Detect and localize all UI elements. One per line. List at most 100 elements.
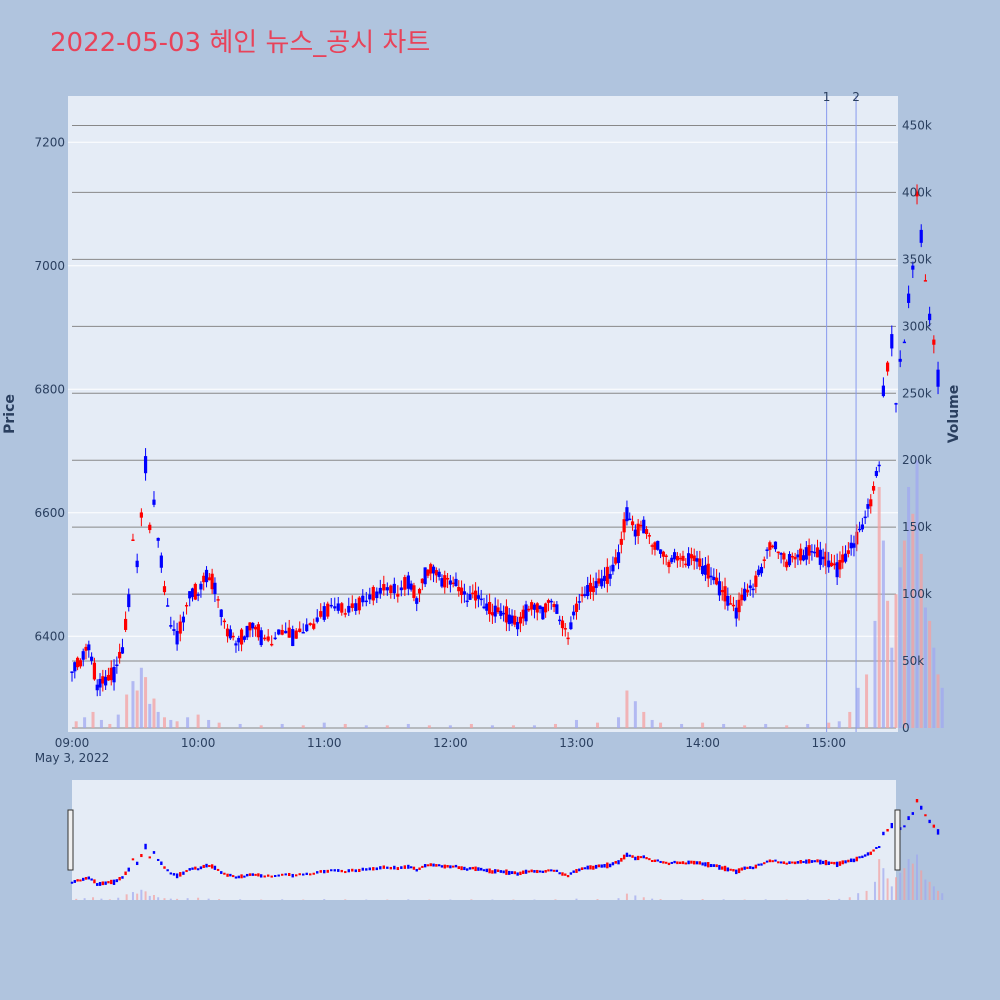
- candle-body[interactable]: [270, 643, 274, 646]
- candle-body[interactable]: [502, 612, 506, 615]
- candle-body[interactable]: [196, 594, 200, 596]
- candle-body[interactable]: [672, 552, 677, 560]
- candle-body[interactable]: [127, 594, 131, 608]
- candle-body[interactable]: [73, 662, 77, 672]
- candle-body[interactable]: [860, 524, 864, 530]
- volume-bar[interactable]: [448, 725, 452, 728]
- candle-body[interactable]: [650, 545, 654, 547]
- candle-body[interactable]: [343, 613, 347, 615]
- candle-body[interactable]: [403, 577, 407, 590]
- candle-body[interactable]: [829, 562, 834, 567]
- candle-body[interactable]: [686, 553, 691, 566]
- candle-body[interactable]: [426, 569, 430, 576]
- candle-body[interactable]: [98, 678, 102, 688]
- volume-bar[interactable]: [923, 607, 927, 728]
- volume-bar[interactable]: [532, 725, 536, 728]
- candle-body[interactable]: [284, 630, 288, 634]
- candle-body[interactable]: [81, 651, 85, 660]
- candle-body[interactable]: [799, 548, 803, 561]
- volume-bar[interactable]: [301, 725, 305, 728]
- candle-body[interactable]: [382, 584, 386, 591]
- candle-body[interactable]: [298, 628, 302, 633]
- volume-bar[interactable]: [898, 567, 902, 728]
- candle-body[interactable]: [717, 581, 722, 596]
- candle-body[interactable]: [703, 565, 708, 575]
- candle-body[interactable]: [928, 313, 932, 321]
- candle-body[interactable]: [378, 587, 382, 594]
- candle-body[interactable]: [225, 628, 230, 637]
- volume-bar[interactable]: [343, 723, 347, 728]
- candle-body[interactable]: [488, 602, 492, 615]
- candle-body[interactable]: [815, 547, 820, 558]
- candle-body[interactable]: [538, 605, 542, 610]
- candle-body[interactable]: [524, 604, 528, 622]
- volume-bar[interactable]: [169, 719, 173, 728]
- candle-body[interactable]: [684, 563, 688, 566]
- candle-body[interactable]: [923, 280, 928, 282]
- volume-bar[interactable]: [940, 687, 944, 728]
- candle-body[interactable]: [415, 598, 419, 604]
- candle-body[interactable]: [751, 588, 755, 591]
- volume-bar[interactable]: [919, 553, 923, 728]
- volume-bar[interactable]: [152, 698, 156, 728]
- candle-body[interactable]: [385, 587, 389, 591]
- volume-bar[interactable]: [108, 723, 112, 728]
- candle-body[interactable]: [87, 644, 91, 651]
- volume-bar[interactable]: [125, 694, 129, 728]
- volume-bar[interactable]: [722, 723, 726, 728]
- volume-bar[interactable]: [91, 711, 95, 728]
- candle-body[interactable]: [729, 603, 733, 605]
- candle-body[interactable]: [661, 551, 665, 557]
- candle-body[interactable]: [608, 573, 612, 579]
- volume-bar[interactable]: [259, 725, 263, 728]
- candle-body[interactable]: [213, 582, 217, 595]
- candle-body[interactable]: [776, 551, 780, 554]
- candle-body[interactable]: [301, 631, 305, 634]
- candle-body[interactable]: [841, 554, 845, 563]
- candle-body[interactable]: [558, 619, 562, 622]
- candle-body[interactable]: [530, 602, 534, 610]
- candle-body[interactable]: [312, 623, 316, 629]
- candle-body[interactable]: [120, 647, 125, 654]
- candle-body[interactable]: [251, 623, 255, 629]
- volume-bar[interactable]: [873, 620, 877, 728]
- candle-body[interactable]: [835, 562, 839, 578]
- candle-body[interactable]: [135, 560, 139, 568]
- candle-body[interactable]: [602, 575, 607, 582]
- candle-body[interactable]: [773, 541, 778, 550]
- candle-body[interactable]: [785, 561, 789, 568]
- candle-body[interactable]: [471, 592, 475, 595]
- range-handle-right[interactable]: [894, 809, 901, 871]
- candle-body[interactable]: [166, 605, 170, 607]
- candle-body[interactable]: [389, 585, 393, 594]
- candle-body[interactable]: [779, 553, 783, 555]
- volume-bar[interactable]: [385, 725, 389, 728]
- candle-body[interactable]: [863, 516, 867, 519]
- candle-body[interactable]: [560, 620, 565, 629]
- candle-body[interactable]: [527, 608, 531, 611]
- volume-bar[interactable]: [701, 722, 705, 728]
- volume-bar[interactable]: [83, 717, 87, 728]
- volume-bar[interactable]: [625, 690, 629, 728]
- candle-body[interactable]: [630, 521, 635, 526]
- candle-body[interactable]: [409, 583, 413, 590]
- candle-body[interactable]: [266, 636, 270, 641]
- candle-body[interactable]: [124, 618, 128, 630]
- candle-body[interactable]: [199, 583, 203, 590]
- volume-bar[interactable]: [902, 540, 906, 728]
- candle-body[interactable]: [869, 499, 873, 507]
- candle-body[interactable]: [768, 542, 772, 550]
- candle-body[interactable]: [813, 551, 817, 554]
- candle-body[interactable]: [308, 623, 312, 626]
- candle-body[interactable]: [656, 540, 660, 550]
- candle-body[interactable]: [832, 563, 836, 566]
- candle-body[interactable]: [219, 609, 223, 617]
- candle-body[interactable]: [242, 636, 246, 640]
- candle-body[interactable]: [810, 551, 814, 553]
- candle-body[interactable]: [148, 524, 152, 531]
- candle-body[interactable]: [748, 585, 752, 589]
- volume-bar[interactable]: [865, 674, 869, 728]
- candle-body[interactable]: [577, 601, 581, 603]
- volume-bar[interactable]: [659, 722, 663, 728]
